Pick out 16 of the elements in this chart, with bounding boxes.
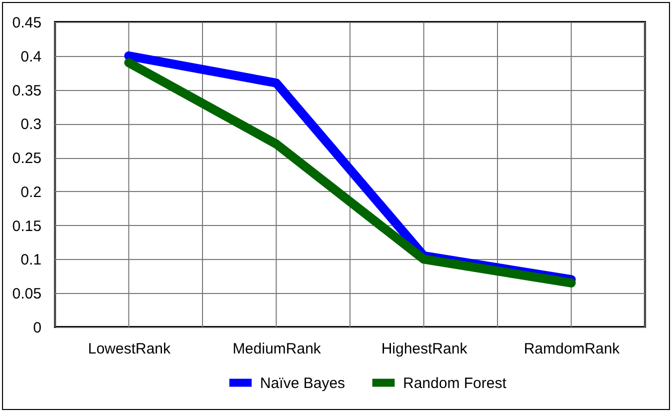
x-tick-label: RamdomRank	[524, 340, 620, 358]
y-tick-label: 0.35	[12, 82, 42, 100]
y-tick-label: 0.3	[20, 116, 42, 134]
x-tick-label: HighestRank	[381, 340, 468, 358]
y-tick-label: 0.2	[20, 184, 42, 201]
legend-label: Random Forest	[403, 374, 508, 392]
y-tick-label: 0.1	[20, 252, 42, 269]
legend-label: Naïve Bayes	[260, 374, 346, 392]
x-tick-label: LowestRank	[88, 340, 172, 358]
y-tick-label: 0.45	[12, 14, 42, 32]
y-tick-label: 0.25	[12, 150, 42, 168]
y-tick-label: 0	[33, 320, 42, 336]
y-tick-label: 0.4	[20, 48, 42, 66]
y-tick-label: 0.15	[12, 218, 42, 235]
y-tick-label: 0.05	[12, 286, 42, 303]
x-tick-label: MediumRank	[232, 340, 322, 358]
